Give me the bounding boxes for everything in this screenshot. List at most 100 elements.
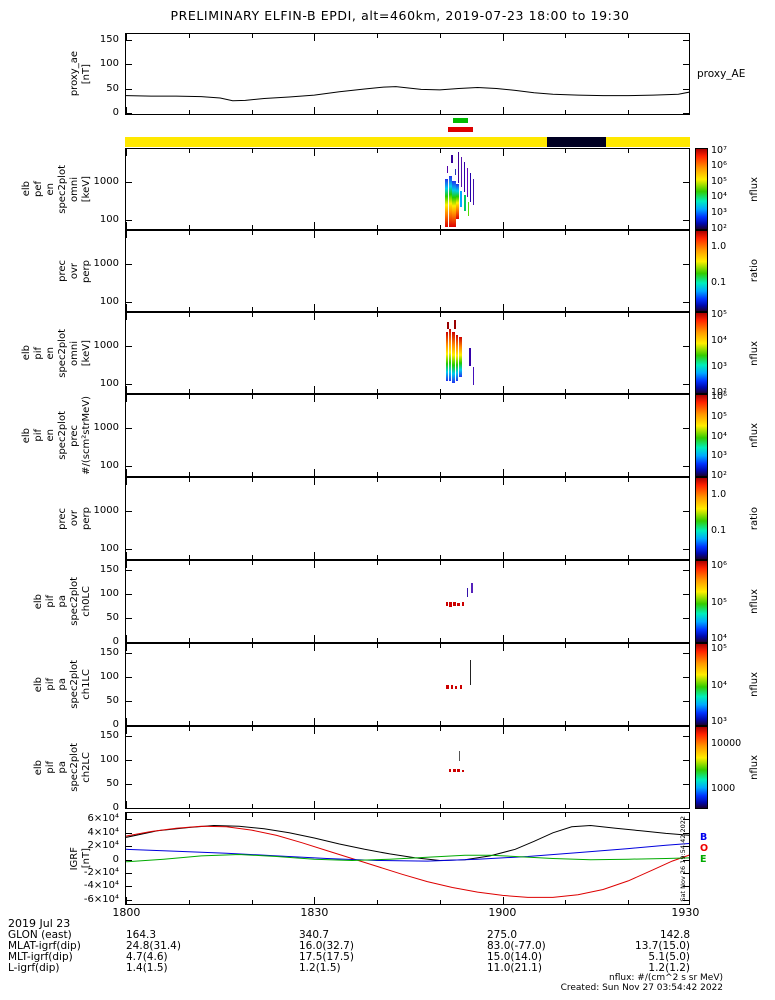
y-tick-label: 150 xyxy=(99,33,119,45)
x-tick-mark xyxy=(188,721,190,725)
x-tick-mark xyxy=(314,313,316,320)
y-tick-mark xyxy=(683,618,689,620)
x-tick-mark xyxy=(251,555,253,559)
colorbar-ch0lc xyxy=(695,560,708,643)
x-tick-mark xyxy=(502,644,504,651)
quality-mark-green xyxy=(452,118,458,123)
footer-value: 142.8 xyxy=(659,929,690,941)
panel-label-word: pef xyxy=(33,180,44,198)
colorbar-tick-label: 10000 xyxy=(711,737,742,749)
y-tick-mark xyxy=(126,112,132,114)
panel-label-word: en xyxy=(45,182,56,196)
x-tick-mark xyxy=(377,313,379,317)
panel-pif_omni xyxy=(125,312,690,394)
time-tick-label: 1800 xyxy=(112,906,141,919)
x-tick-mark xyxy=(565,231,567,235)
x-tick-mark xyxy=(251,478,253,482)
time-axis-labels: 1800 1830 1900 1930 xyxy=(0,906,775,919)
panel-label-word: pif xyxy=(33,429,44,442)
time-tick-label: 1930 xyxy=(671,906,700,919)
x-tick-mark xyxy=(188,478,190,482)
x-tick-mark xyxy=(251,721,253,725)
colorbar-tick-label: 10⁶ xyxy=(711,559,727,571)
x-tick-mark xyxy=(439,561,441,565)
y-tick-mark xyxy=(683,859,689,861)
x-tick-mark xyxy=(314,801,316,808)
panel-label-word: prec xyxy=(57,260,68,282)
spectrogram-mark xyxy=(458,152,460,183)
y-tick-label: 100 xyxy=(99,213,119,225)
y-tick-label: 150 xyxy=(99,564,119,576)
x-tick-mark xyxy=(628,313,630,317)
x-tick-mark xyxy=(188,395,190,399)
x-tick-mark xyxy=(628,644,630,648)
colorbar-tick-label: 1000 xyxy=(711,783,736,795)
date-label: 2019 Jul 23 xyxy=(8,917,71,930)
x-tick-mark xyxy=(502,478,504,485)
x-tick-mark xyxy=(251,644,253,648)
y-tick-mark xyxy=(126,832,132,834)
x-tick-mark xyxy=(689,644,690,651)
panel-right-label: proxy_AE xyxy=(697,68,746,80)
x-tick-mark xyxy=(502,313,504,320)
y-tick-mark xyxy=(683,819,689,821)
y-tick-mark xyxy=(683,263,689,265)
x-tick-mark xyxy=(689,34,690,41)
panel-label-word: pa xyxy=(57,678,68,691)
x-tick-mark xyxy=(377,231,379,235)
x-tick-mark xyxy=(188,307,190,311)
x-tick-mark xyxy=(502,552,504,559)
x-tick-mark xyxy=(251,813,253,817)
position-indicator-segment xyxy=(547,137,606,147)
footer-value: 1.2(1.2) xyxy=(648,962,690,974)
x-tick-mark xyxy=(565,472,567,476)
panel-label-word: ovr xyxy=(69,262,80,280)
x-tick-mark xyxy=(439,900,441,904)
spectrogram-mark xyxy=(459,751,461,762)
y-tick-label: 150 xyxy=(99,647,119,659)
panel-label-word: perp xyxy=(81,507,92,530)
spectrogram-mark xyxy=(472,367,474,385)
panel-label-word: en xyxy=(45,429,56,442)
y-tick-mark xyxy=(126,760,132,762)
legend-entry-E: E xyxy=(700,854,707,865)
colorbar-pif_prec xyxy=(695,394,708,477)
x-tick-mark xyxy=(628,231,630,235)
x-tick-mark xyxy=(314,222,316,229)
x-tick-mark xyxy=(377,110,379,114)
colorbar-tick-label: 10³ xyxy=(711,206,727,218)
panel-label-word: ch1LC xyxy=(81,669,92,700)
x-tick-mark xyxy=(502,149,504,156)
y-tick-label: 1000 xyxy=(93,175,119,187)
panel-label-word: [nT] xyxy=(81,848,92,869)
x-tick-mark xyxy=(565,561,567,565)
x-tick-mark xyxy=(502,561,504,568)
x-tick-mark xyxy=(439,644,441,648)
x-tick-mark xyxy=(689,231,690,238)
panel-label-word: spec2plot xyxy=(57,328,68,378)
x-tick-mark xyxy=(439,727,441,731)
panel-label-word: elb xyxy=(33,593,44,610)
panel-label-word: [nT] xyxy=(81,63,92,85)
quality-mark-red xyxy=(453,127,459,132)
y-tick-mark xyxy=(126,808,132,809)
colorbar-tick-label: 10⁵ xyxy=(711,642,727,654)
x-tick-mark xyxy=(689,304,690,311)
spectrogram-mark xyxy=(448,176,452,227)
x-tick-mark xyxy=(126,813,127,820)
x-tick-mark xyxy=(565,804,567,808)
colorbar-unit-label: ratio xyxy=(747,477,761,560)
x-tick-mark xyxy=(689,386,690,393)
x-tick-mark xyxy=(439,149,441,153)
x-tick-mark xyxy=(188,110,190,114)
y-tick-mark xyxy=(126,88,132,90)
x-tick-mark xyxy=(565,721,567,725)
colorbar-unit-text: nflux xyxy=(748,589,760,614)
y-tick-mark xyxy=(683,428,689,430)
x-tick-mark xyxy=(251,313,253,317)
spectrogram-mark xyxy=(471,582,473,594)
x-tick-mark xyxy=(314,34,316,41)
y-tick-mark xyxy=(683,846,689,847)
y-tick-mark xyxy=(126,301,132,303)
x-tick-mark xyxy=(126,34,127,41)
